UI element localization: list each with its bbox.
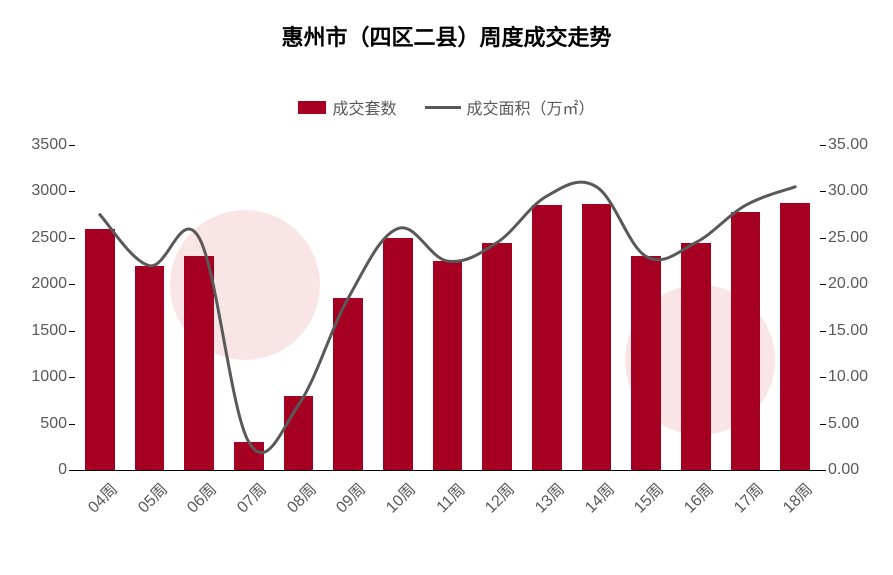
series-line-path — [100, 182, 795, 453]
y-right-tick-mark — [820, 424, 826, 425]
y-right-tick-label: 35.00 — [820, 136, 868, 154]
x-tick-label: 13周 — [528, 476, 569, 517]
x-tick-label: 16周 — [677, 476, 718, 517]
chart-container: 惠州市（四区二县）周度成交走势 成交套数 成交面积（万㎡） 05001000150… — [0, 0, 893, 575]
legend-label: 成交面积（万㎡） — [467, 95, 595, 119]
y-right-tick-mark — [820, 470, 826, 471]
x-tick-label: 09周 — [329, 476, 370, 517]
y-right-tick-label: 25.00 — [820, 229, 868, 247]
x-tick-label: 07周 — [230, 476, 271, 517]
legend-label: 成交套数 — [332, 95, 396, 119]
x-tick-label: 17周 — [726, 476, 767, 517]
legend-item-bar: 成交套数 — [298, 95, 396, 119]
y-right-tick-mark — [820, 238, 826, 239]
y-right-tick-mark — [820, 191, 826, 192]
y-right-tick-label: 10.00 — [820, 368, 868, 386]
legend-swatch-bar — [298, 101, 326, 114]
chart-title: 惠州市（四区二县）周度成交走势 — [0, 20, 893, 52]
x-axis — [75, 470, 820, 471]
plot-area: 0500100015002000250030003500 0.005.0010.… — [75, 145, 820, 470]
x-tick-label: 06周 — [180, 476, 221, 517]
legend-swatch-line — [425, 106, 461, 109]
legend-item-line: 成交面积（万㎡） — [425, 95, 595, 119]
x-tick-label: 12周 — [478, 476, 519, 517]
x-tick-label: 08周 — [279, 476, 320, 517]
y-right-tick-label: 15.00 — [820, 322, 868, 340]
y-right-tick-mark — [820, 284, 826, 285]
x-tick-label: 11周 — [429, 477, 469, 517]
line-layer — [75, 145, 820, 470]
y-right-tick-mark — [820, 377, 826, 378]
legend: 成交套数 成交面积（万㎡） — [0, 95, 893, 119]
x-tick-label: 10周 — [379, 476, 420, 517]
y-right-tick-label: 20.00 — [820, 275, 868, 293]
x-tick-label: 18周 — [776, 476, 817, 517]
y-right-tick-label: 30.00 — [820, 182, 868, 200]
x-tick-label: 04周 — [81, 476, 122, 517]
y-right-tick-mark — [820, 331, 826, 332]
x-tick-label: 15周 — [627, 476, 668, 517]
x-tick-label: 14周 — [577, 476, 618, 517]
x-tick-label: 05周 — [130, 476, 171, 517]
y-right-tick-mark — [820, 145, 826, 146]
